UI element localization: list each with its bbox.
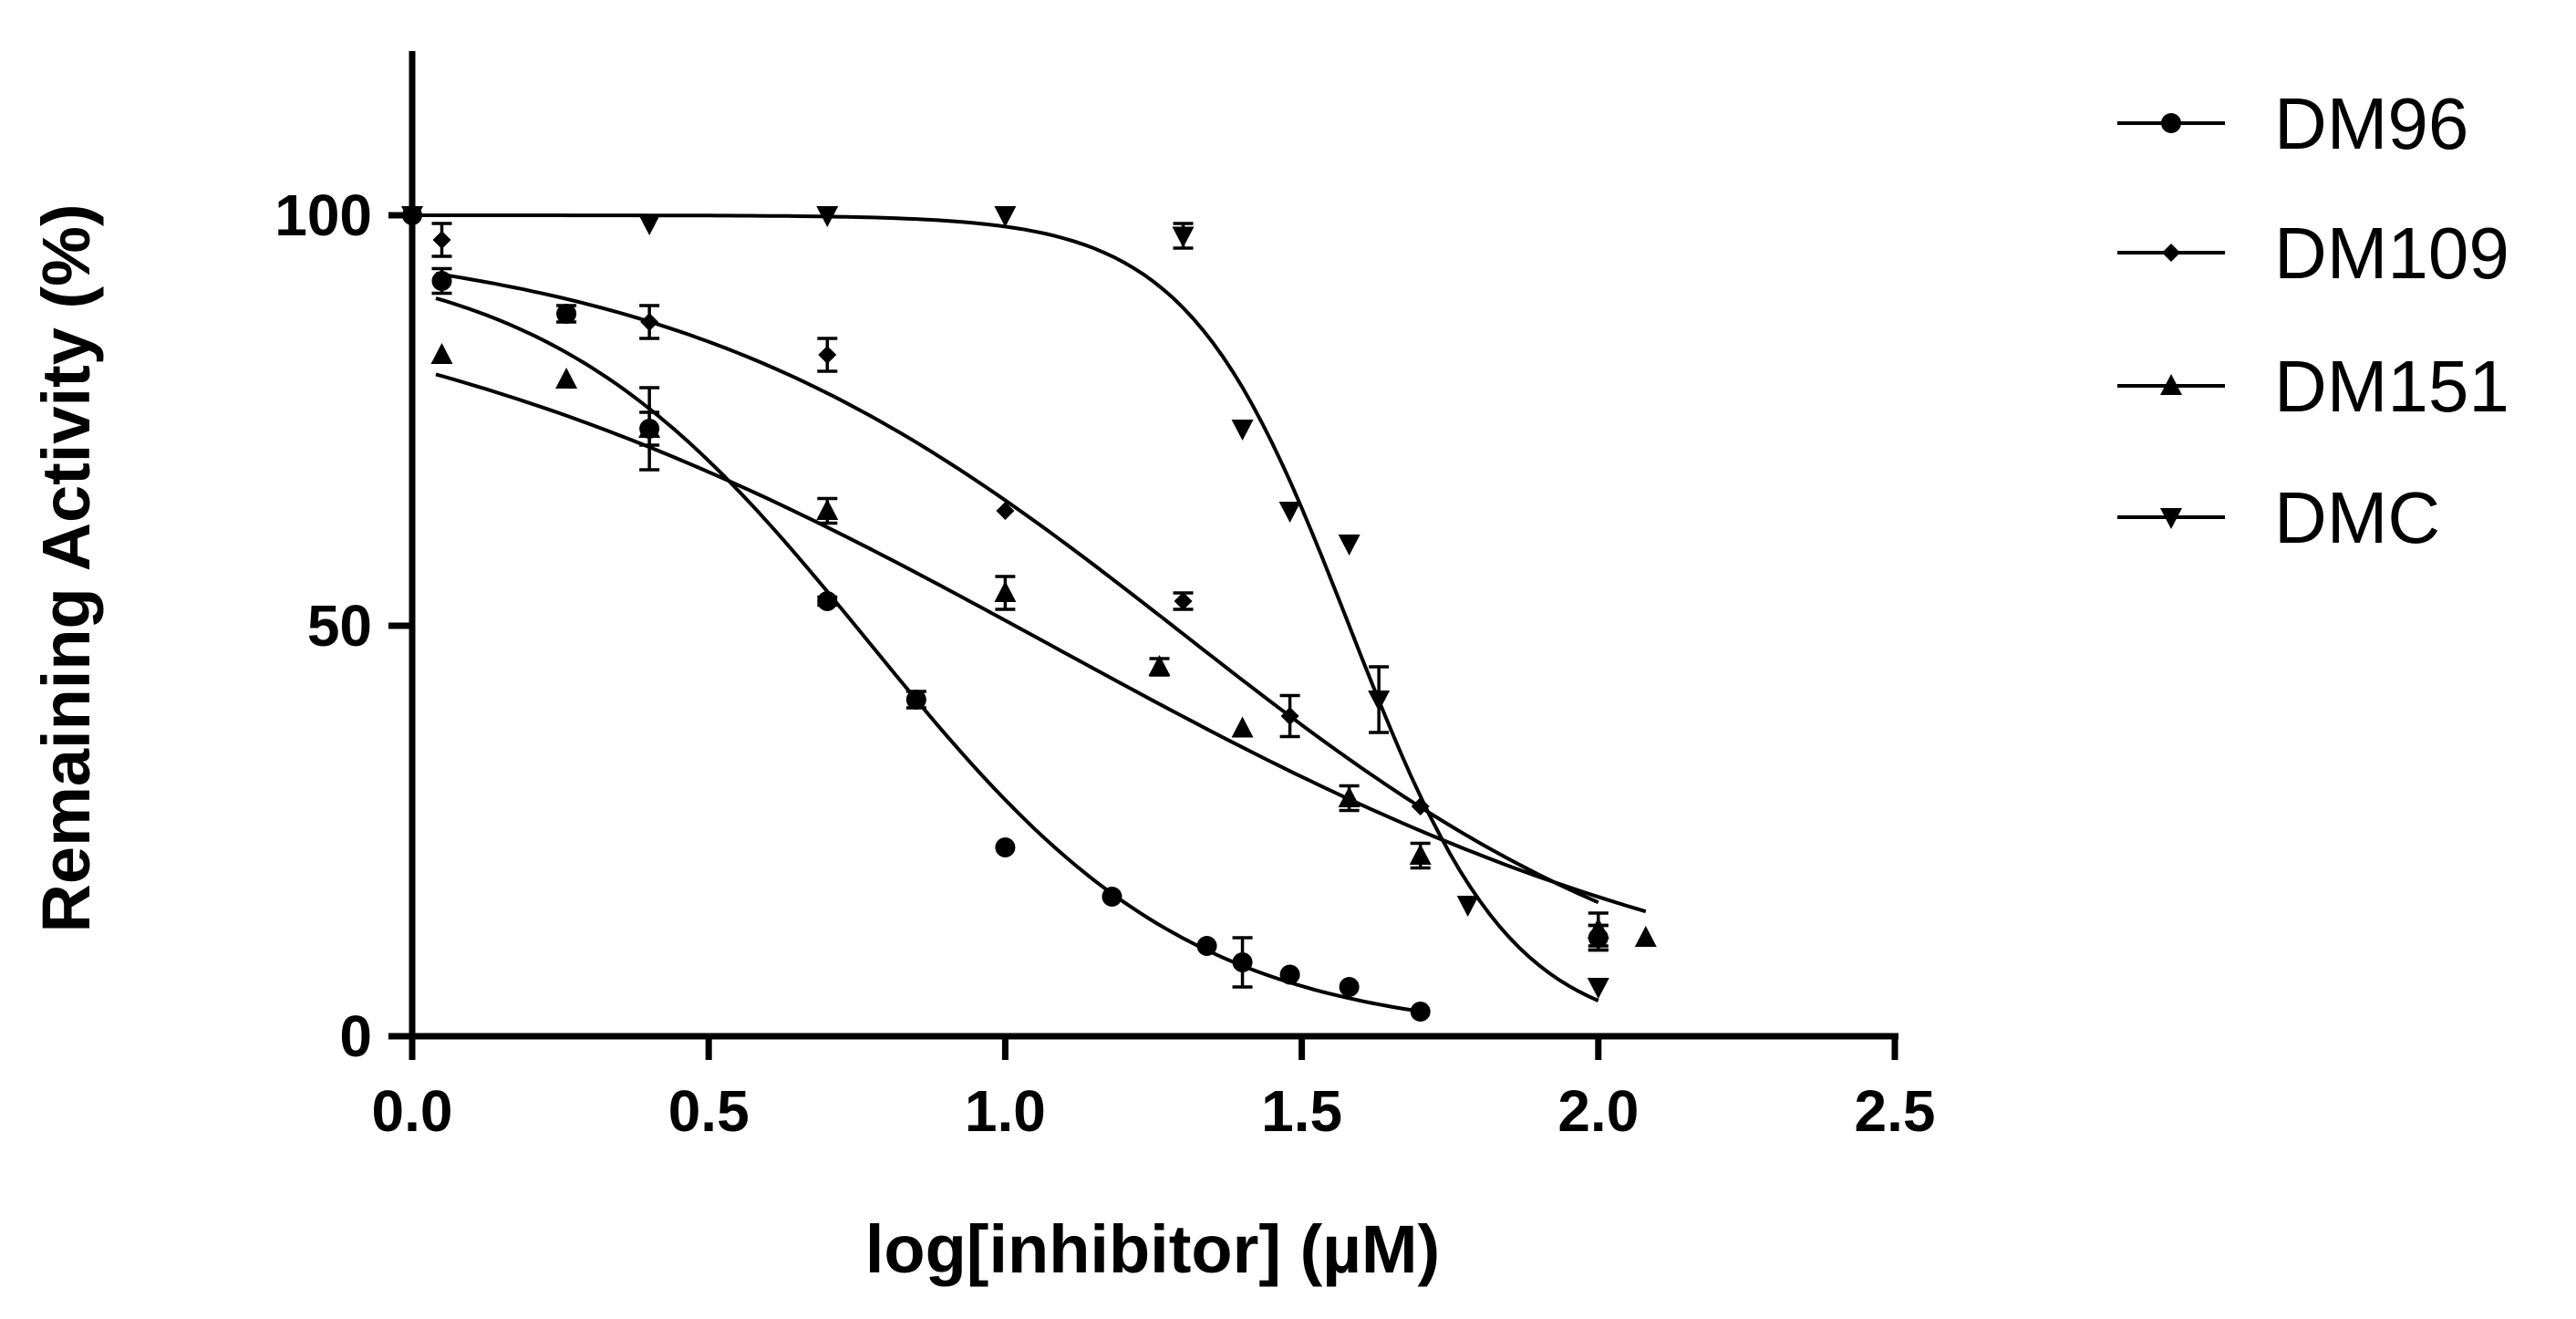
- fit-curve-dm109: [435, 271, 1599, 905]
- x-tick-label: 2.5: [1855, 1078, 1936, 1144]
- legend-item-dm109: DM109: [2117, 213, 2509, 294]
- point-dmc: [1278, 502, 1301, 523]
- point-dmc: [816, 206, 839, 227]
- y-tick-label: 50: [307, 593, 372, 659]
- point-dmc: [1456, 896, 1479, 917]
- point-dm151: [638, 417, 661, 438]
- point-dm151: [1338, 786, 1360, 807]
- point-dm151: [816, 499, 839, 520]
- point-dmc: [1368, 691, 1391, 711]
- tick-labels: 0.0 0.5 1.0 1.5 2.0 2.5 0 50 100: [274, 182, 1935, 1144]
- error-bars: [431, 222, 1609, 989]
- point-dmc: [638, 214, 661, 235]
- point-dm96: [905, 690, 926, 710]
- fit-curves: [412, 213, 1647, 1013]
- point-dm109: [1280, 707, 1299, 725]
- tick-marks: [388, 212, 1898, 1060]
- point-dmc: [1587, 978, 1609, 999]
- point-dm151: [1148, 655, 1171, 676]
- point-dm109: [1411, 797, 1430, 815]
- point-dm151: [1587, 918, 1609, 939]
- fit-curve-dm96: [435, 296, 1422, 1013]
- point-dmc: [401, 206, 423, 227]
- x-tick-label: 1.0: [965, 1078, 1046, 1144]
- x-tick-label: 0.5: [668, 1078, 750, 1144]
- legend-label: DM109: [2274, 213, 2509, 294]
- legend-marker: [2162, 244, 2180, 262]
- point-dm96: [817, 591, 838, 611]
- point-dmc: [1231, 420, 1254, 441]
- point-dm109: [818, 346, 837, 364]
- point-dm151: [1231, 716, 1254, 738]
- point-dm151: [994, 581, 1017, 602]
- y-axis-title: Remaining Activity (%): [28, 203, 104, 932]
- y-tick-label: 0: [339, 1003, 372, 1069]
- y-tick-label: 100: [274, 182, 372, 248]
- point-dm151: [555, 368, 578, 389]
- point-dm151: [1409, 844, 1432, 865]
- point-dm109: [1174, 592, 1193, 610]
- point-dm96: [1279, 964, 1300, 985]
- x-tick-label: 1.5: [1261, 1078, 1342, 1144]
- point-dm96: [1196, 936, 1217, 956]
- point-dm151: [430, 343, 453, 364]
- point-dm109: [432, 231, 451, 249]
- point-dm96: [431, 271, 452, 291]
- legend-marker: [2160, 508, 2182, 529]
- fit-curve-dm151: [435, 372, 1647, 914]
- x-tick-label: 2.0: [1557, 1078, 1639, 1144]
- legend-label: DMC: [2274, 477, 2440, 558]
- point-dm96: [1410, 1002, 1431, 1022]
- point-dm96: [1232, 952, 1253, 972]
- legend-label: DM96: [2274, 83, 2468, 164]
- point-dm96: [1102, 887, 1122, 907]
- x-axis-title: log[inhibitor] (µM): [865, 1211, 1440, 1287]
- point-dm109: [640, 313, 659, 331]
- legend-marker: [2161, 113, 2181, 133]
- legend-item-dm151: DM151: [2117, 346, 2509, 427]
- axes: [409, 51, 1898, 1040]
- legend: DM96 DM109 DM151 DMC: [2117, 83, 2509, 558]
- point-dmc: [994, 206, 1017, 227]
- legend-marker: [2160, 374, 2182, 395]
- x-tick-label: 0.0: [372, 1078, 453, 1144]
- data-points: [401, 205, 1657, 1022]
- legend-label: DM151: [2274, 346, 2509, 427]
- point-dmc: [1338, 535, 1360, 556]
- point-dm96: [995, 837, 1016, 857]
- point-dm109: [996, 502, 1015, 520]
- point-dmc: [1172, 226, 1195, 248]
- legend-item-dmc: DMC: [2117, 477, 2440, 558]
- point-dm96: [556, 304, 577, 324]
- point-dm151: [1634, 926, 1657, 947]
- point-dm96: [1339, 977, 1360, 997]
- legend-item-dm96: DM96: [2117, 83, 2468, 164]
